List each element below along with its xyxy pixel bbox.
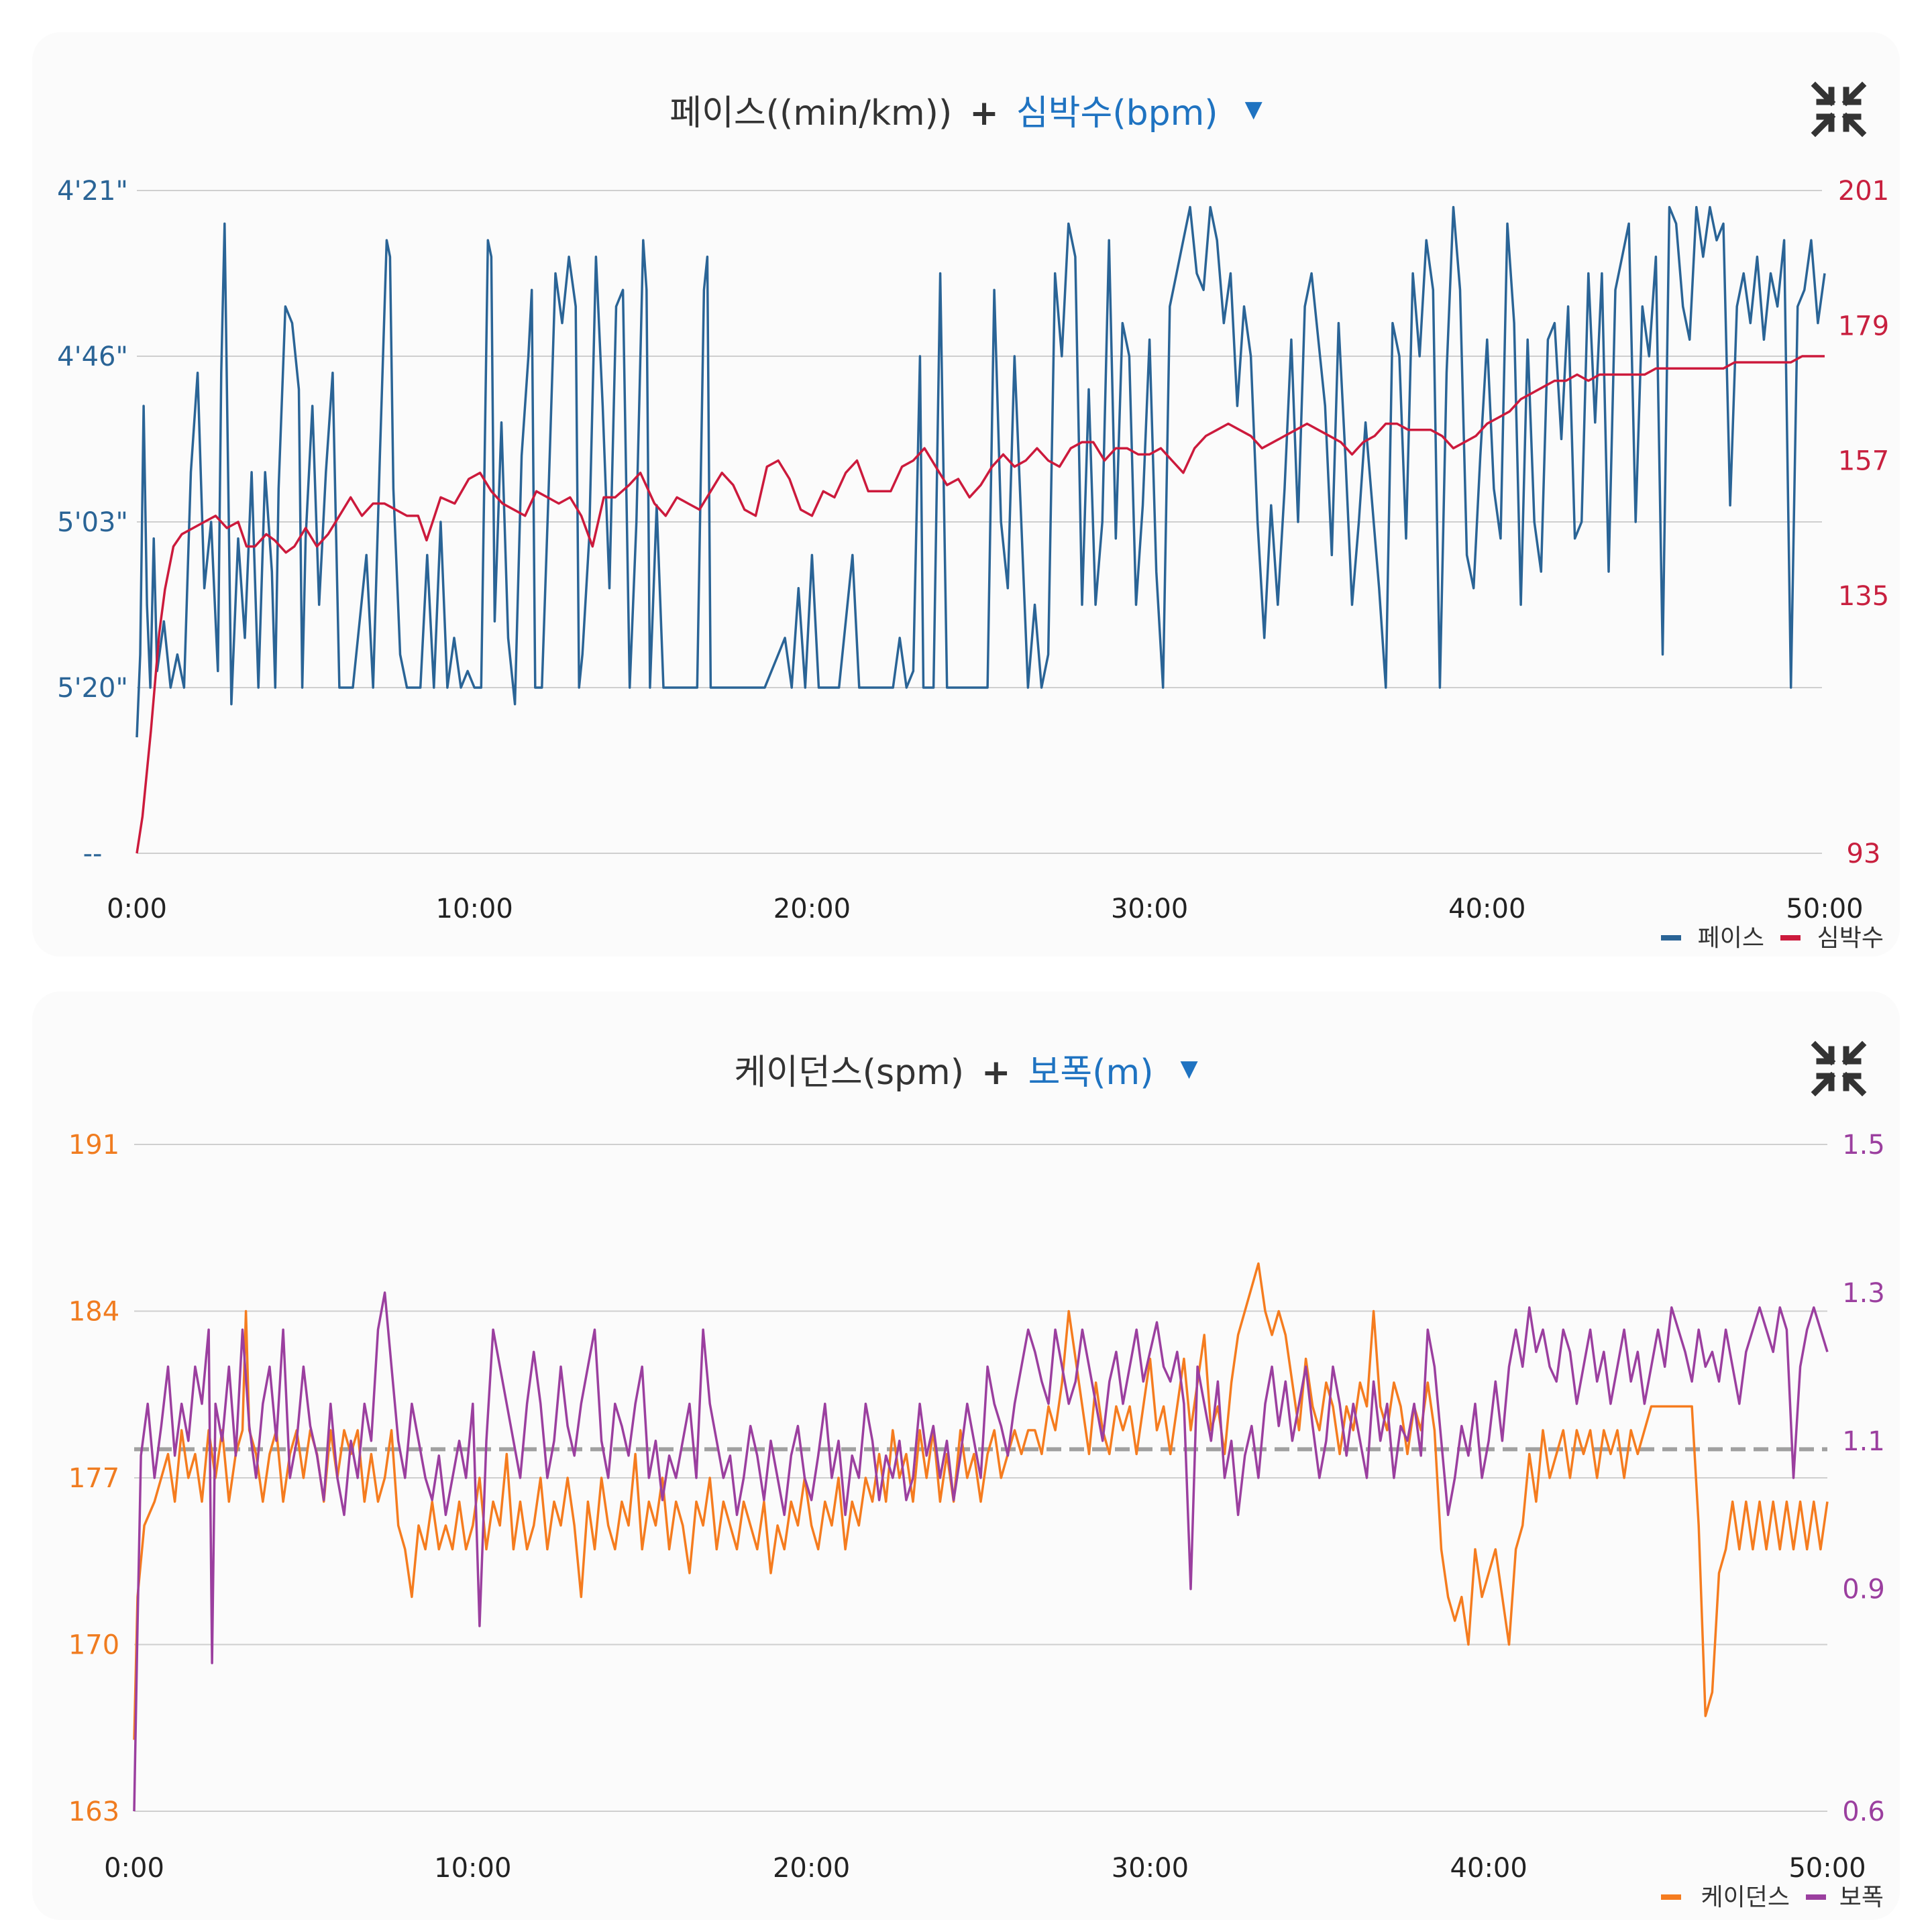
primary-metric-label: 케이던스(spm) — [734, 1053, 965, 1093]
secondary-metric-selector[interactable]: 심박수(bpm) — [1016, 93, 1218, 133]
legend-label: 보폭 — [1839, 1884, 1884, 1911]
cadence-stride-panel: 케이던스(spm) + 보폭(m) ▼ 191 184 177 170 163 1.5 1.3 1.… — [32, 991, 1900, 1920]
x-axis-tick-label: 40:00 — [1448, 894, 1525, 924]
left-axis-tick-label: 191 — [68, 1130, 119, 1161]
x-axis-tick-label: 50:00 — [1788, 1853, 1866, 1884]
right-axis-tick-label: 0.9 — [1842, 1574, 1885, 1605]
series-line-1 — [136, 205, 1826, 738]
x-axis-tick-label: 30:00 — [1111, 894, 1188, 924]
left-axis-tick-label: 163 — [68, 1796, 119, 1827]
legend-swatch — [1806, 1894, 1826, 1900]
x-axis-tick-label: 10:00 — [436, 894, 513, 924]
left-axis-tick-label: 184 — [68, 1297, 119, 1328]
primary-metric-label: 페이스((min/km)) — [669, 93, 953, 133]
right-axis-tick-label: 1.5 — [1842, 1130, 1885, 1161]
x-axis-tick-label: 50:00 — [1786, 894, 1863, 924]
pace-heart-rate-panel: 페이스((min/km)) + 심박수(bpm) ▼ 4'21" 4'46" 5'03" 5… — [32, 32, 1900, 957]
right-axis-tick-label: 135 — [1838, 581, 1889, 612]
legend-label: 심박수 — [1817, 924, 1884, 952]
left-axis-tick-label: 5'03" — [57, 507, 128, 538]
collapse-icon[interactable] — [1810, 1040, 1868, 1097]
right-axis-tick-label: 0.6 — [1842, 1796, 1885, 1827]
plus-icon: + — [981, 1053, 1011, 1093]
series-line-2 — [133, 1291, 1829, 1812]
x-axis-tick-label: 20:00 — [773, 1853, 850, 1884]
x-axis-tick-label: 20:00 — [773, 894, 851, 924]
series-line-1 — [133, 1262, 1829, 1740]
plus-icon: + — [969, 93, 999, 133]
pace-heart-rate-title[interactable]: 페이스((min/km)) + 심박수(bpm) ▼ — [32, 85, 1900, 135]
right-axis-tick-label: 93 — [1847, 839, 1881, 869]
legend-label: 케이던스 — [1701, 1884, 1790, 1911]
x-axis-tick-label: 10:00 — [434, 1853, 511, 1884]
x-axis-tick-label: 40:00 — [1450, 1853, 1527, 1884]
secondary-metric-selector[interactable]: 보폭(m) — [1028, 1053, 1154, 1093]
left-axis-tick-label: 4'21" — [57, 176, 128, 207]
caret-down-icon[interactable]: ▼ — [1180, 1055, 1198, 1082]
left-axis-tick-label: 177 — [68, 1463, 119, 1494]
legend-label: 페이스 — [1698, 924, 1764, 952]
left-axis-tick-label: 170 — [68, 1630, 119, 1661]
x-axis-tick-label: 0:00 — [104, 1853, 164, 1884]
x-axis-tick-label: 30:00 — [1112, 1853, 1189, 1884]
left-axis-tick-label: -- — [83, 839, 103, 869]
legend-swatch — [1661, 1894, 1681, 1900]
cadence-stride-title[interactable]: 케이던스(spm) + 보폭(m) ▼ — [32, 1044, 1900, 1094]
caret-down-icon[interactable]: ▼ — [1244, 96, 1263, 123]
left-axis-tick-label: 4'46" — [57, 341, 128, 372]
pace-heart-rate-chart: 4'21" 4'46" 5'03" 5'20" -- 201 179 157 135 93 0:00… — [57, 176, 1889, 952]
series-line-2 — [136, 355, 1825, 854]
right-axis-tick-label: 179 — [1838, 311, 1889, 341]
right-axis-tick-label: 1.1 — [1842, 1426, 1885, 1457]
right-axis-tick-label: 201 — [1838, 176, 1889, 207]
cadence-stride-chart: 191 184 177 170 163 1.5 1.3 1.1 0.9 0.6 0:00 10:00 2… — [68, 1130, 1885, 1911]
left-axis-tick-label: 5'20" — [57, 673, 128, 704]
legend-swatch — [1661, 935, 1681, 941]
x-axis-tick-label: 0:00 — [107, 894, 167, 924]
right-axis-tick-label: 157 — [1838, 446, 1889, 477]
right-axis-tick-label: 1.3 — [1842, 1278, 1885, 1309]
collapse-icon[interactable] — [1810, 80, 1868, 138]
legend-swatch — [1780, 935, 1801, 941]
